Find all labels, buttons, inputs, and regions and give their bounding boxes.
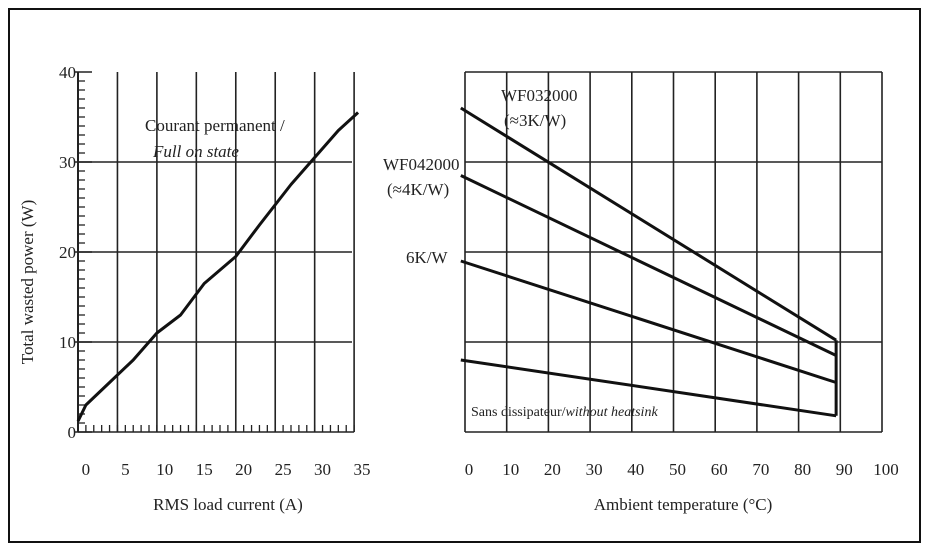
left-x-tick-label: 5 — [121, 460, 130, 479]
right-x-tick-label: 60 — [711, 460, 728, 479]
left-y-tick-label: 0 — [68, 423, 77, 442]
left-chart-series — [76, 111, 360, 422]
right-chart-x-ticks: 0 10 20 30 40 50 60 70 80 90 100 — [465, 460, 899, 479]
right-x-tick-label: 20 — [544, 460, 561, 479]
left-x-tick-label: 30 — [314, 460, 331, 479]
left-x-axis-title: RMS load current (A) — [153, 495, 303, 514]
left-chart-minor-ticks — [74, 71, 355, 433]
series-label-without-heatsink-en: without heatsink — [566, 405, 659, 420]
right-series-line-1 — [460, 174, 837, 357]
right-x-tick-label: 0 — [465, 460, 474, 479]
series-label-6kw: 6K/W — [406, 248, 449, 267]
left-y-tick-label: 20 — [59, 243, 76, 262]
left-x-tick-label: 10 — [156, 460, 173, 479]
left-chart-x-ticks: 0 5 10 15 20 25 30 35 — [82, 460, 371, 479]
right-x-tick-label: 30 — [586, 460, 603, 479]
series-label-without-heatsink: Sans dissipateur/without heatsink — [471, 405, 658, 420]
right-series-line-3 — [460, 358, 837, 418]
right-x-tick-label: 90 — [836, 460, 853, 479]
right-x-tick-label: 70 — [752, 460, 769, 479]
left-x-tick-label: 35 — [354, 460, 371, 479]
right-series-line-0 — [460, 106, 837, 342]
left-annotation-line1: Courant permanent / — [145, 116, 285, 135]
right-series-line-2 — [460, 259, 837, 384]
left-y-tick-label: 40 — [59, 63, 76, 82]
left-x-tick-label: 0 — [82, 460, 91, 479]
right-chart-series — [460, 106, 837, 418]
right-x-tick-label: 10 — [502, 460, 519, 479]
series-sublabel-wf042000: (≈4K/W) — [387, 180, 449, 199]
left-x-tick-label: 25 — [275, 460, 292, 479]
left-y-axis-title: Total wasted power (W) — [18, 200, 37, 365]
right-x-axis-title: Ambient temperature (°C) — [594, 495, 773, 514]
right-x-tick-label: 80 — [794, 460, 811, 479]
right-x-tick-label: 50 — [669, 460, 686, 479]
left-series-line-0 — [76, 111, 360, 422]
left-y-tick-label: 30 — [59, 153, 76, 172]
left-chart-y-ticks: 0 10 20 30 40 — [59, 63, 76, 442]
left-chart-grid — [77, 72, 355, 433]
series-sublabel-wf032000: (≈3K/W) — [504, 111, 566, 130]
series-label-wf042000: WF042000 — [383, 155, 460, 174]
right-x-tick-label: 100 — [873, 460, 899, 479]
left-x-tick-label: 20 — [235, 460, 252, 479]
right-x-tick-label: 40 — [627, 460, 644, 479]
left-annotation-line2: Full on state — [152, 142, 239, 161]
right-chart-grid — [464, 71, 883, 433]
left-y-tick-label: 10 — [59, 333, 76, 352]
left-x-tick-label: 15 — [196, 460, 213, 479]
series-label-without-heatsink-fr: Sans dissipateur/ — [471, 405, 566, 420]
series-label-wf032000: WF032000 — [501, 86, 578, 105]
